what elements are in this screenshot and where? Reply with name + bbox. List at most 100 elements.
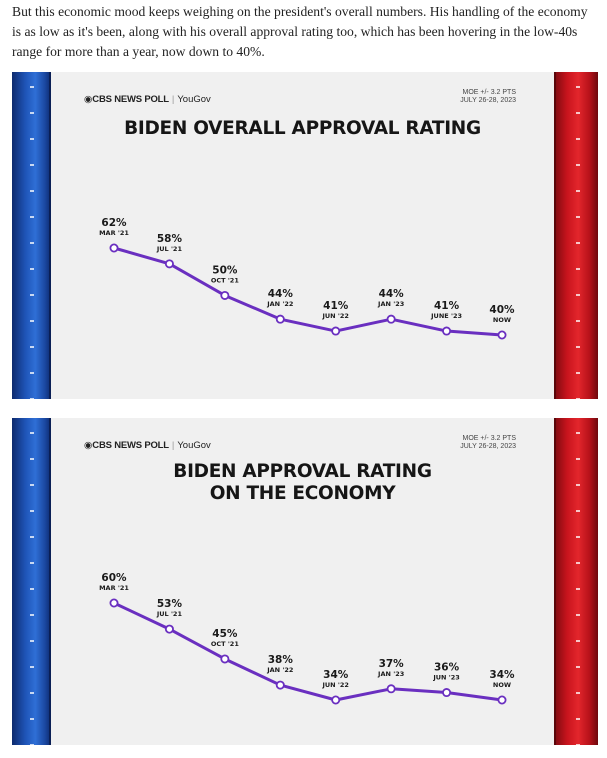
data-value-label: 40%	[489, 304, 515, 316]
data-value-label: 41%	[323, 300, 349, 312]
side-bar-tick	[576, 216, 580, 218]
side-bar-tick	[30, 268, 34, 270]
data-value-label: 50%	[212, 264, 238, 276]
economy-approval-chart-panel: ◉CBS NEWS POLL | YouGov MOE +/- 3.2 PTS JU…	[12, 418, 598, 745]
data-point-marker	[331, 695, 341, 705]
side-bar-tick	[576, 718, 580, 720]
red-side-bar	[554, 72, 598, 399]
chart-title: BIDEN OVERALL APPROVAL RATING	[51, 118, 554, 140]
yougov-label: YouGov	[177, 440, 211, 451]
data-date-label: MAR '21	[99, 584, 129, 592]
side-bar-tick	[30, 294, 34, 296]
side-bar-tick	[30, 164, 34, 166]
cbs-eye-icon: ◉	[84, 440, 93, 451]
overall-approval-chart-panel: ◉CBS NEWS POLL | YouGov MOE +/- 3.2 PTS JU…	[12, 72, 598, 399]
margin-of-error: MOE +/- 3.2 PTS JULY 26-28, 2023	[460, 435, 516, 451]
data-date-label: JUN '23	[432, 674, 459, 682]
poll-dates: JULY 26-28, 2023	[460, 443, 516, 450]
side-bar-tick	[576, 294, 580, 296]
blue-side-bar	[12, 418, 51, 745]
side-bar-tick	[576, 242, 580, 244]
side-bar-tick	[30, 744, 34, 745]
side-bar-tick	[576, 588, 580, 590]
side-bar-tick	[576, 562, 580, 564]
data-value-label: 34%	[489, 669, 515, 681]
margin-of-error: MOE +/- 3.2 PTS JULY 26-28, 2023	[460, 89, 516, 105]
moe-line: MOE +/- 3.2 PTS	[462, 435, 517, 442]
side-bar-tick	[30, 138, 34, 140]
cbs-eye-icon: ◉	[84, 94, 93, 105]
side-bar-tick	[30, 458, 34, 460]
data-date-label: OCT '21	[211, 640, 240, 648]
data-date-label: NOW	[493, 316, 511, 324]
data-value-label: 41%	[434, 300, 460, 312]
data-value-label: 44%	[268, 288, 294, 300]
chart-title-line-2: ON THE ECONOMY	[209, 483, 396, 504]
side-bar-tick	[576, 640, 580, 642]
side-bar-tick	[30, 432, 34, 434]
side-bar-tick	[30, 372, 34, 374]
side-bar-tick	[30, 190, 34, 192]
side-bar-tick	[30, 536, 34, 538]
data-value-label: 44%	[379, 288, 405, 300]
side-bar-tick	[30, 112, 34, 114]
line-chart: 60%MAR '21 53%JUL '21 45%OCT '21 38%JAN '22…	[99, 572, 515, 705]
data-value-label: 37%	[379, 658, 405, 670]
data-value-label: 34%	[323, 669, 349, 681]
data-point-marker	[275, 680, 285, 690]
logo-separator: |	[171, 94, 175, 105]
cbs-news-poll-logo: ◉CBS NEWS POLL | YouGov	[84, 440, 211, 451]
side-bar-tick	[30, 320, 34, 322]
cbs-news-poll-label: CBS NEWS POLL	[92, 440, 169, 451]
data-date-label: JUN '22	[321, 681, 348, 689]
blue-side-bar	[12, 72, 51, 399]
side-bar-tick	[30, 86, 34, 88]
data-date-label: JUL '21	[156, 610, 183, 618]
data-point-marker	[442, 688, 452, 698]
side-bar-tick	[576, 320, 580, 322]
side-bar-tick	[576, 164, 580, 166]
data-date-label: JAN '22	[266, 300, 293, 308]
data-date-label: MAR '21	[99, 229, 129, 237]
side-bar-tick	[30, 216, 34, 218]
yougov-label: YouGov	[177, 94, 211, 105]
side-bar-tick	[30, 692, 34, 694]
data-point-marker	[497, 695, 507, 705]
side-bar-tick	[576, 510, 580, 512]
side-bar-tick	[576, 458, 580, 460]
side-bar-tick	[576, 614, 580, 616]
side-bar-tick	[30, 614, 34, 616]
cbs-news-poll-logo: ◉CBS NEWS POLL | YouGov	[84, 94, 211, 105]
data-point-marker	[109, 243, 119, 253]
side-bar-tick	[576, 112, 580, 114]
chart-title-line: BIDEN OVERALL APPROVAL RATING	[124, 118, 481, 139]
side-bar-tick	[576, 692, 580, 694]
data-point-marker	[275, 314, 285, 324]
data-date-label: JAN '22	[266, 666, 293, 674]
side-bar-tick	[30, 242, 34, 244]
poll-dates: JULY 26-28, 2023	[460, 97, 516, 104]
side-bar-tick	[576, 536, 580, 538]
moe-line: MOE +/- 3.2 PTS	[462, 89, 517, 96]
side-bar-tick	[576, 372, 580, 374]
data-value-label: 36%	[434, 662, 460, 674]
side-bar-tick	[576, 346, 580, 348]
side-bar-tick	[30, 484, 34, 486]
cbs-news-poll-label: CBS NEWS POLL	[92, 94, 169, 105]
data-point-marker	[331, 326, 341, 336]
logo-separator: |	[171, 440, 175, 451]
chart-title-line-1: BIDEN APPROVAL RATING	[173, 461, 432, 482]
side-bar-tick	[30, 640, 34, 642]
data-date-label: JAN '23	[377, 670, 404, 678]
data-date-label: JAN '23	[377, 300, 404, 308]
data-date-label: OCT '21	[211, 276, 240, 284]
series-line	[113, 246, 503, 337]
article-paragraph: But this economic mood keeps weighing on…	[12, 4, 588, 59]
data-value-label: 53%	[157, 598, 183, 610]
side-bar-tick	[576, 484, 580, 486]
side-bar-tick	[576, 268, 580, 270]
data-point-marker	[164, 259, 174, 269]
side-bar-tick	[576, 432, 580, 434]
data-point-marker	[497, 330, 507, 340]
